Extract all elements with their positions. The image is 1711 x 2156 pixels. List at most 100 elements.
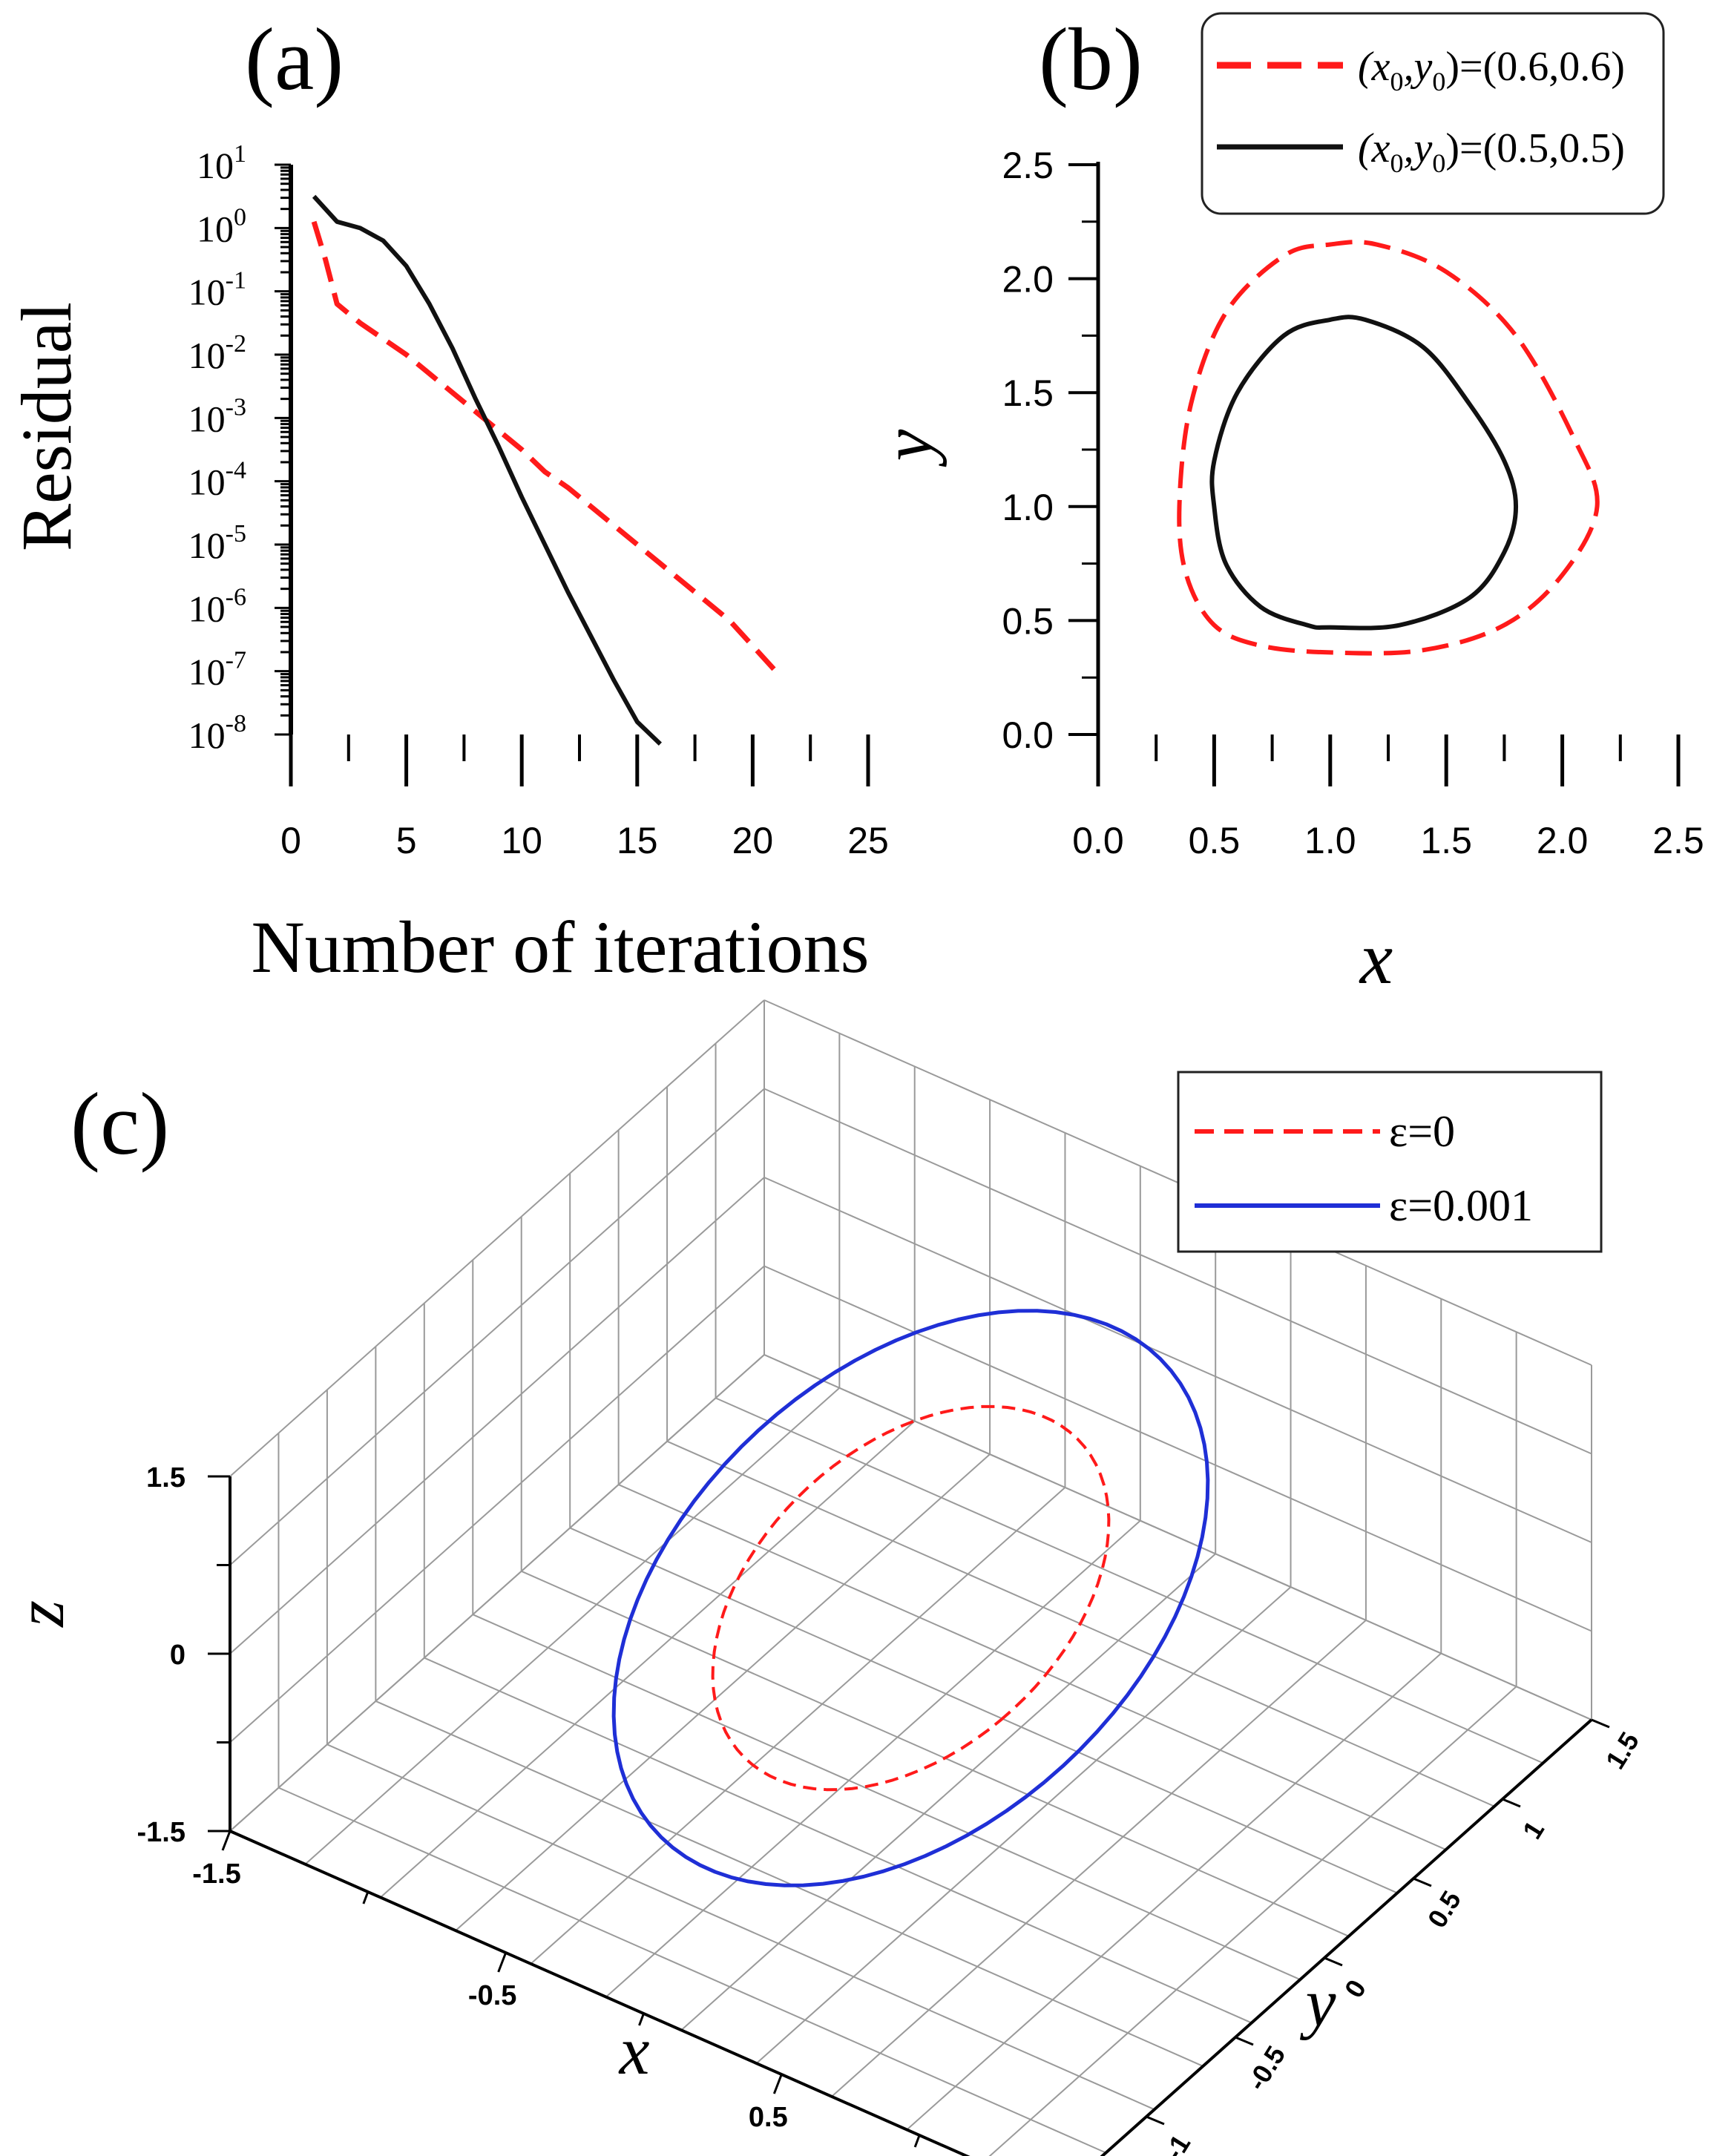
grid-line-c [304,1387,841,1865]
y-tick-c [1324,1956,1343,1967]
grid-line-c [229,1830,969,2156]
y-tick-label-a: 10-3 [188,393,246,439]
y-tick-label-c: 0 [1339,1974,1372,2003]
series-orbit-c-red [711,1404,1111,1792]
y-tick-label-a: 10-1 [188,267,246,313]
x-axis-line-c [229,1830,971,2156]
x-axis-title-c: x [618,2013,650,2088]
x-tick-label-b: 2.0 [1537,820,1589,861]
grid-line-c [763,1177,1592,1543]
grid-line-c [472,1614,1301,1981]
z-tick-label-c: 1.5 [146,1462,185,1493]
x-minor-tick-c [913,2134,921,2148]
y-tick-label-a: 10-8 [188,710,246,756]
y-tick-label-a: 10-2 [188,330,246,376]
legend-c-red-label: ε=0 [1389,1107,1455,1156]
grid-line-c [569,1527,1398,1894]
y-tick-c [1502,1798,1521,1808]
y-axis-title-b: y [867,429,947,467]
x-axis-title-a: Number of iterations [251,906,869,988]
y-tick-c [1591,1718,1610,1729]
series-line-a-red [311,220,778,674]
series-curve-b-red [1177,240,1600,656]
panel-label-b: (b) [1039,10,1143,108]
legend-b-red-rest: )=(0.6,0.6) [1445,44,1625,90]
grid-line-c [380,1420,916,1899]
grid-line-c [229,1354,765,1832]
grid-line-c [988,1686,1517,2156]
y-tick-label-a: 10-5 [188,520,246,566]
grid-line-c [455,1453,991,1931]
y-tick-label-b: 0.0 [1002,714,1054,756]
z-tick-label-c: 0 [170,1640,185,1671]
y-tick-label-c: -1 [1158,2129,1197,2156]
y-tick-label-c: 1.5 [1600,1726,1645,1774]
x-minor-tick-c [362,1891,370,1904]
legend-b-black-rest: )=(0.5,0.5) [1445,125,1625,171]
panel-label-a: (a) [245,10,344,108]
panel-label-c: (c) [70,1074,169,1173]
y-tick-c [1235,2036,1254,2046]
x-axis-title-b: x [1359,917,1393,999]
legend-b-red-label: (x0,y0)=(0.6,0.6) [1358,44,1625,96]
x-tick-label-b: 1.0 [1304,820,1356,861]
y-tick-label-a: 10-4 [188,457,246,503]
grid-line-c [424,1657,1252,2024]
legend-c-frame [1177,1071,1603,1253]
x-minor-tick-c [638,2013,645,2026]
y-tick-label-a: 10-6 [188,583,246,629]
x-tick-label-c: 0.5 [749,2102,788,2133]
grid-line-c [680,1553,1216,2031]
panel-c: (c) z x y -1.5 -0.5 0.5 1.5 -1.5 -1 -0.5 0 0.5 1 1… [2,999,1645,2156]
legend-c: ε=0 ε=0.001 [1177,1071,1603,1253]
x-tick-label-a: 25 [847,820,889,861]
x-tick-label-b: 0.5 [1189,820,1241,861]
x-tick-c [497,1952,508,1973]
y-axis-line-c [1100,1718,1593,2156]
z-axis-title-c: z [2,1600,78,1628]
legend-c-blue-label: ε=0.001 [1389,1181,1533,1230]
y-tick-label-a: 100 [197,203,246,249]
x-tick-c [772,2074,783,2094]
series-orbit-c-blue [611,1309,1210,1887]
y-axis-title-c: y [1300,1965,1336,2040]
x-tick-label-a: 15 [617,820,658,861]
grid-line-c [906,1652,1442,2131]
x-tick-label-a: 5 [396,820,417,861]
grid-line-c [229,999,765,1477]
legend-b-black-sub1: 0 [1390,148,1404,178]
grid-line-c [229,1088,765,1566]
grid-line-c [229,1265,765,1743]
x-tick-label-b: 0.0 [1072,820,1124,861]
y-tick-label-c: 0.5 [1422,1885,1467,1933]
grid-line-c [530,1487,1066,1965]
x-tick-label-c: -0.5 [468,1980,516,2011]
grid-line-c [521,1570,1350,1937]
grid-line-c [326,1743,1155,2111]
x-tick-c [221,1830,231,1851]
x-tick-label-a: 20 [732,820,774,861]
y-tick-label-b: 2.5 [1002,145,1054,186]
grid-line-c [605,1519,1141,1998]
x-tick-label-c: -1.5 [192,1858,240,1890]
grid-line-c [229,1177,765,1654]
legend-b: (x0,y0)=(0.6,0.6) (x0,y0)=(0.5,0.5) [1201,12,1665,215]
grid-line-c [755,1586,1292,2064]
legend-b-frame [1201,12,1665,215]
y-tick-label-b: 1.5 [1002,372,1054,414]
grid-line-c [1101,1719,1592,2156]
grid-line-c [715,1397,1543,1764]
panel-a: (a) Residual Number of iterations 101100… [7,10,889,988]
y-tick-label-b: 1.0 [1002,487,1054,528]
y-tick-label-c: -0.5 [1241,2040,1292,2095]
series-curve-b-black [1209,315,1519,631]
grid-line-c [278,1787,1106,2154]
grid-line-c [618,1484,1447,1851]
y-tick-c [1413,1877,1432,1887]
x-tick-label-b: 2.5 [1652,820,1704,861]
y-tick-label-a: 10-7 [188,647,246,693]
x-tick-label-a: 0 [280,820,301,861]
y-tick-c [1146,2115,1165,2126]
axes-b: 0.0 0.5 1.0 1.5 2.0 2.5 0.0 0.5 1.0 1.5 2.0 2.5 [1002,145,1704,861]
